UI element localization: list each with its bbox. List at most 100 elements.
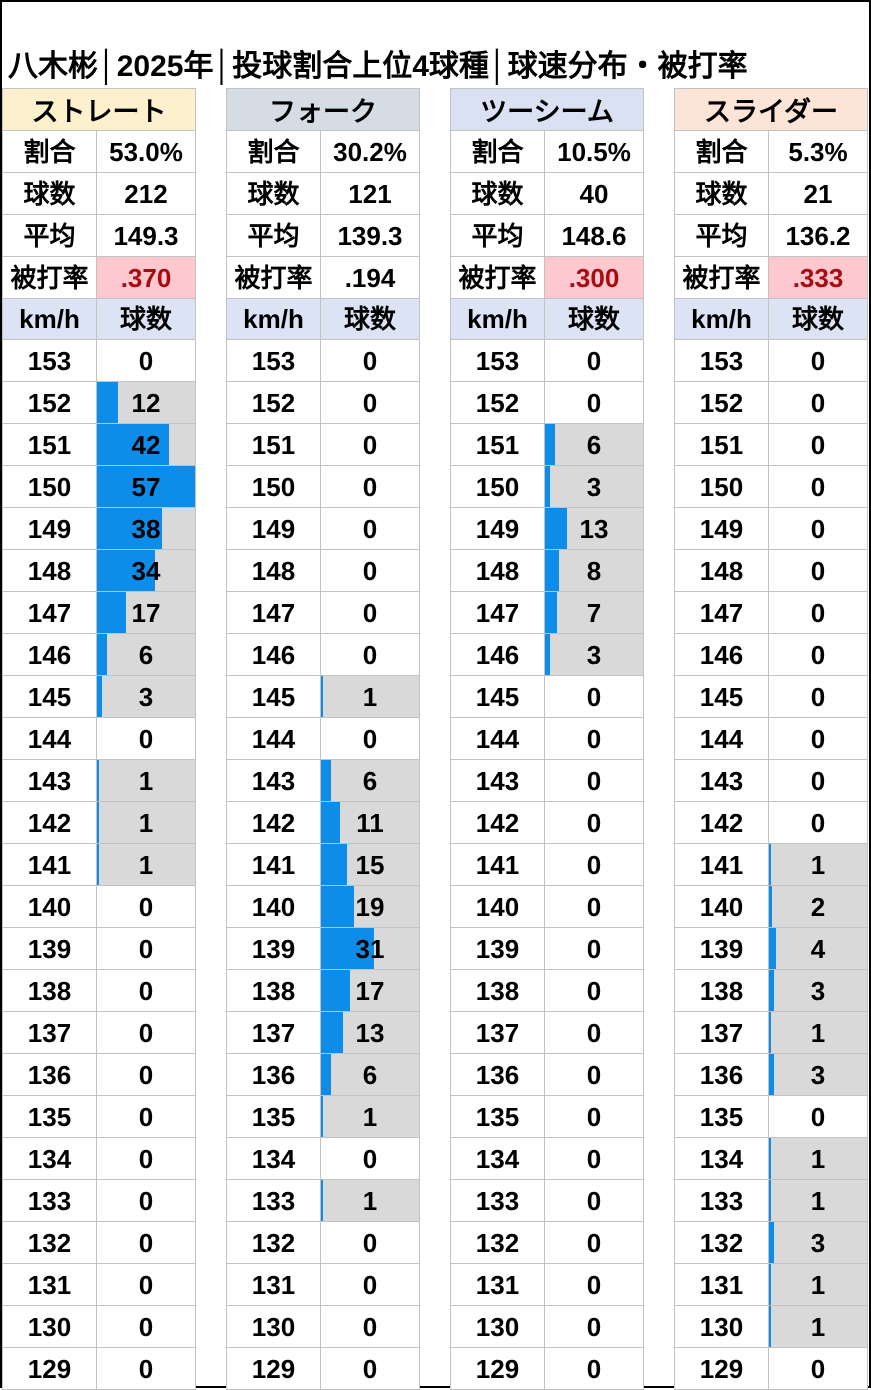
count-cell: 0 — [97, 1012, 195, 1053]
speed-cell: 140 — [451, 886, 545, 927]
stat-value: .370 — [97, 257, 195, 298]
velocity-row: 133 1 — [227, 1180, 419, 1222]
count-value: 1 — [810, 1017, 826, 1048]
count-bar-icon — [545, 466, 551, 507]
stat-label: 被打率 — [451, 257, 545, 298]
speed-cell: 139 — [451, 928, 545, 969]
speed-cell: 142 — [675, 802, 769, 843]
velocity-row: 147 0 — [675, 592, 867, 634]
speed-cell: 149 — [227, 508, 321, 549]
speed-header-cell: km/h — [3, 299, 97, 339]
velocity-row: 146 0 — [675, 634, 867, 676]
speed-cell: 150 — [451, 466, 545, 507]
count-header-cell: 球数 — [567, 304, 620, 334]
stat-label: 球数 — [451, 173, 545, 214]
count-value: 13 — [579, 513, 609, 544]
stat-row-pitch-count: 球数 212 — [3, 173, 195, 215]
count-value: 0 — [362, 597, 378, 628]
count-cell: 38 — [97, 508, 195, 549]
pitch-group: ツーシーム 割合 10.5% 球数 40 平均 148.6 被打率 .300 km/h 球数 153 0… — [450, 88, 644, 1390]
count-bar-icon — [321, 760, 332, 801]
speed-cell: 133 — [675, 1180, 769, 1221]
count-bar-icon — [769, 1264, 771, 1305]
speed-cell: 152 — [451, 382, 545, 423]
count-cell: 0 — [545, 676, 643, 717]
count-value: 1 — [362, 1185, 378, 1216]
stat-row-average: 平均 149.3 — [3, 215, 195, 257]
count-value: 11 — [356, 807, 384, 838]
velocity-row: 148 0 — [675, 550, 867, 592]
velocity-row: 138 0 — [3, 970, 195, 1012]
stat-row-baa: 被打率 .370 — [3, 257, 195, 299]
pitch-type-header: フォーク — [227, 89, 419, 131]
stat-value: 40 — [579, 178, 609, 209]
velocity-table-header: km/h 球数 — [3, 299, 195, 340]
speed-cell: 134 — [675, 1138, 769, 1179]
count-value: 42 — [131, 429, 161, 460]
velocity-row: 133 1 — [675, 1180, 867, 1222]
count-bar-icon — [545, 508, 568, 549]
velocity-row: 142 1 — [3, 802, 195, 844]
count-value: 0 — [362, 429, 378, 460]
stat-value: 148.6 — [561, 220, 627, 251]
count-bar-icon — [769, 970, 775, 1011]
count-value: 0 — [810, 807, 826, 838]
speed-cell: 150 — [3, 466, 97, 507]
stat-label: 割合 — [3, 131, 97, 172]
stat-row-average: 平均 139.3 — [227, 215, 419, 257]
count-cell: 11 — [321, 802, 419, 843]
count-cell: 0 — [769, 676, 867, 717]
count-cell: 0 — [769, 508, 867, 549]
count-value: 12 — [131, 387, 161, 418]
count-cell: 0 — [321, 466, 419, 507]
count-cell: 4 — [769, 928, 867, 969]
count-cell: 12 — [97, 382, 195, 423]
count-cell: 0 — [545, 340, 643, 381]
count-value: 1 — [810, 1185, 826, 1216]
speed-cell: 148 — [451, 550, 545, 591]
stat-label: 球数 — [3, 173, 97, 214]
count-bar-icon — [545, 634, 551, 675]
speed-cell: 147 — [675, 592, 769, 633]
speed-cell: 144 — [3, 718, 97, 759]
count-cell: 0 — [97, 1222, 195, 1263]
count-value: 0 — [586, 891, 602, 922]
speed-cell: 130 — [227, 1306, 321, 1347]
count-bar-icon — [769, 844, 771, 885]
speed-cell: 129 — [451, 1348, 545, 1389]
speed-cell: 144 — [227, 718, 321, 759]
count-value: 0 — [362, 1311, 378, 1342]
count-value: 13 — [355, 1017, 385, 1048]
stat-row-share: 割合 10.5% — [451, 131, 643, 173]
count-value: 0 — [810, 639, 826, 670]
velocity-row: 149 13 — [451, 508, 643, 550]
count-value: 57 — [131, 471, 161, 502]
velocity-row: 141 15 — [227, 844, 419, 886]
velocity-row: 130 0 — [3, 1306, 195, 1348]
speed-cell: 151 — [675, 424, 769, 465]
count-bar-icon — [769, 1138, 771, 1179]
velocity-row: 129 0 — [3, 1348, 195, 1390]
stat-value: 5.3% — [788, 136, 848, 167]
speed-cell: 143 — [227, 760, 321, 801]
count-cell: 0 — [321, 1138, 419, 1179]
count-cell: 0 — [769, 424, 867, 465]
speed-cell: 130 — [451, 1306, 545, 1347]
count-value: 0 — [810, 513, 826, 544]
count-value: 4 — [810, 933, 826, 964]
speed-cell: 153 — [675, 340, 769, 381]
stat-value: .300 — [545, 257, 643, 298]
speed-cell: 129 — [227, 1348, 321, 1389]
count-cell: 1 — [769, 844, 867, 885]
count-cell: 8 — [545, 550, 643, 591]
count-cell: 0 — [97, 970, 195, 1011]
velocity-row: 145 1 — [227, 676, 419, 718]
stat-value: .194 — [344, 262, 396, 293]
speed-cell: 129 — [675, 1348, 769, 1389]
velocity-row: 129 0 — [227, 1348, 419, 1390]
velocity-row: 147 0 — [227, 592, 419, 634]
count-value: 0 — [138, 1017, 154, 1048]
velocity-row: 136 6 — [227, 1054, 419, 1096]
count-bar-icon — [97, 592, 127, 633]
